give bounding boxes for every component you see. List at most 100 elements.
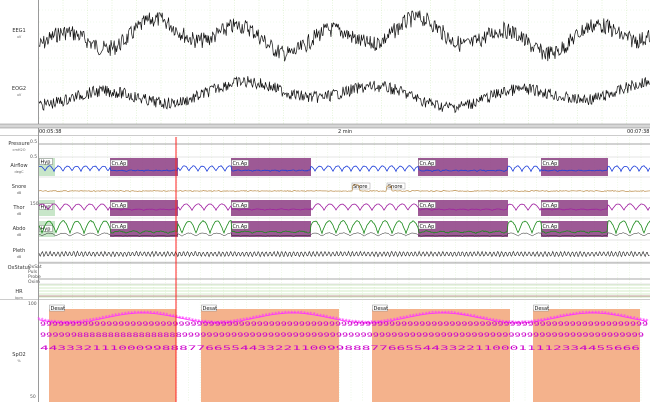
central-apnea-band[interactable] — [231, 158, 311, 176]
oxstatus-channel-label[interactable]: OxStatus — [0, 265, 38, 271]
spo2-sample-marker: * — [207, 320, 210, 327]
desat-region[interactable] — [533, 309, 640, 402]
central-apnea-tag[interactable]: Cn.Ap — [233, 203, 248, 209]
spo2-sample-marker: * — [588, 310, 591, 317]
spo2-sample-marker: * — [194, 318, 197, 325]
snore-tag-2[interactable]: Snore — [388, 184, 402, 190]
central-apnea-tag[interactable]: Cn.Ap — [233, 224, 248, 230]
eog2-unit: uV — [16, 93, 22, 97]
hyp-tag-airflow[interactable]: Hyp — [41, 159, 51, 165]
spo2-sample-marker: * — [530, 319, 533, 326]
spo2-sample-marker: * — [306, 311, 309, 318]
spo2-sample-marker: * — [82, 319, 85, 326]
central-apnea-tag[interactable]: Cn.Ap — [112, 203, 127, 209]
spo2-sample-marker: * — [165, 312, 168, 319]
abdo-channel-label[interactable]: Abdo dB — [0, 226, 38, 238]
central-apnea-tag[interactable]: Cn.Ap — [543, 203, 558, 209]
spo2-sample-marker: * — [108, 314, 111, 321]
eog2-channel-label[interactable]: EOG2 uV — [0, 86, 38, 98]
hyp-tag-abdo[interactable]: Hyp — [41, 226, 51, 232]
central-apnea-tag[interactable]: Cn.Ap — [112, 224, 127, 230]
pleth-unit: dB — [16, 255, 22, 259]
abdo-trace — [38, 219, 650, 235]
desat-tag[interactable]: Desat — [374, 306, 389, 312]
spo2-sample-marker: * — [172, 313, 175, 320]
spo2-sample-marker: * — [444, 310, 447, 317]
thor-channel-label[interactable]: Thor dB — [0, 205, 38, 217]
pressure-channel-label[interactable]: Pressure cmH2O — [0, 141, 38, 153]
central-apnea-band[interactable] — [418, 221, 508, 237]
central-apnea-tag[interactable]: Cn.Ap — [420, 161, 435, 167]
eog2-name: EOG2 — [11, 86, 27, 92]
central-apnea-band[interactable] — [418, 200, 508, 216]
central-apnea-tag[interactable]: Cn.Ap — [420, 224, 435, 230]
spo2-markers: * * * * * * * * * * * * * * * * * * * * * * * * * * * * * * * * * * * * * * * *… — [37, 310, 648, 327]
pleth-channel-label[interactable]: Pleth dB — [0, 248, 38, 260]
hyp-tag-thor[interactable]: Hyp — [41, 204, 51, 210]
spo2-sample-marker: * — [245, 316, 248, 323]
desat-region[interactable] — [49, 309, 176, 402]
eeg1-channel-label[interactable]: EEG1 uV — [0, 28, 38, 40]
spo2-sample-marker: * — [453, 311, 456, 318]
central-apnea-tag[interactable]: Cn.Ap — [112, 161, 127, 167]
spo2-digit-row-bottom: 4433321110009988877665544332211009988877… — [40, 345, 641, 352]
desat-region[interactable] — [201, 309, 339, 402]
spo2-sample-marker: * — [303, 310, 306, 317]
spo2-sample-marker: * — [393, 317, 396, 324]
spo2-sample-marker: * — [127, 311, 130, 318]
spo2-sample-marker: * — [380, 319, 383, 326]
desat-tag[interactable]: Desat — [51, 306, 66, 312]
spo2-sample-marker: * — [428, 311, 431, 318]
timeline-span: 2 min — [338, 129, 352, 135]
spo2-sample-marker: * — [229, 319, 232, 326]
spo2-sample-marker: * — [322, 314, 325, 321]
spo2-digit-rows: 9999999999999999999999999999999999999999… — [40, 321, 649, 352]
snore-tag-1[interactable]: Snore — [353, 184, 367, 190]
spo2-sample-marker: * — [492, 318, 495, 325]
spo2-sample-marker: * — [578, 311, 581, 318]
spo2-sample-marker: * — [556, 314, 559, 321]
spo2-sample-marker: * — [348, 318, 351, 325]
spo2-sample-marker: * — [121, 312, 124, 319]
spo2-sample-marker: * — [565, 312, 568, 319]
spo2-sample-marker: * — [594, 310, 597, 317]
spo2-sample-marker: * — [441, 310, 444, 317]
central-apnea-band[interactable] — [231, 200, 311, 216]
spo2-sample-marker: * — [501, 319, 504, 326]
snore-channel-label[interactable]: Snore dB — [0, 184, 38, 196]
spo2-sample-marker: * — [210, 320, 213, 327]
spo2-sample-marker: * — [76, 319, 79, 326]
desaturation-regions: Desat Desat Desat Desat — [49, 304, 640, 402]
spo2-sample-marker: * — [418, 312, 421, 319]
spo2-scale-max: 100 — [28, 301, 37, 307]
hr-channel-label[interactable]: HR bpm — [0, 289, 38, 301]
spo2-sample-marker: * — [415, 313, 418, 320]
spo2-sample-marker: * — [185, 316, 188, 323]
spo2-sample-marker: * — [457, 311, 460, 318]
pressure-name: Pressure — [8, 141, 30, 147]
spo2-sample-marker: * — [610, 311, 613, 318]
spo2-sample-marker: * — [572, 311, 575, 318]
eeg1-unit: uV — [16, 35, 22, 39]
desat-tag[interactable]: Desat — [203, 306, 218, 312]
spo2-channel-label[interactable]: SpO2 % — [0, 352, 38, 364]
central-apnea-tag[interactable]: Cn.Ap — [543, 224, 558, 230]
spo2-sample-marker: * — [213, 320, 216, 327]
spo2-sample-marker: * — [89, 318, 92, 325]
central-apnea-tag[interactable]: Cn.Ap — [543, 161, 558, 167]
central-apnea-tag[interactable]: Cn.Ap — [420, 203, 435, 209]
desat-tag[interactable]: Desat — [535, 306, 550, 312]
spo2-sample-marker: * — [476, 314, 479, 321]
spo2-sample-marker: * — [44, 318, 47, 325]
central-apnea-tag[interactable]: Cn.Ap — [233, 161, 248, 167]
desat-region[interactable] — [372, 309, 510, 402]
spo2-sample-marker: * — [460, 311, 463, 318]
spo2-sample-marker: * — [357, 320, 360, 327]
spo2-sample-marker: * — [69, 320, 72, 327]
airflow-channel-label[interactable]: Airflow degC — [0, 163, 38, 175]
spo2-sample-marker: * — [47, 318, 50, 325]
central-apnea-band[interactable] — [231, 221, 311, 237]
spo2-sample-marker: * — [188, 317, 191, 324]
spo2-sample-marker: * — [581, 310, 584, 317]
